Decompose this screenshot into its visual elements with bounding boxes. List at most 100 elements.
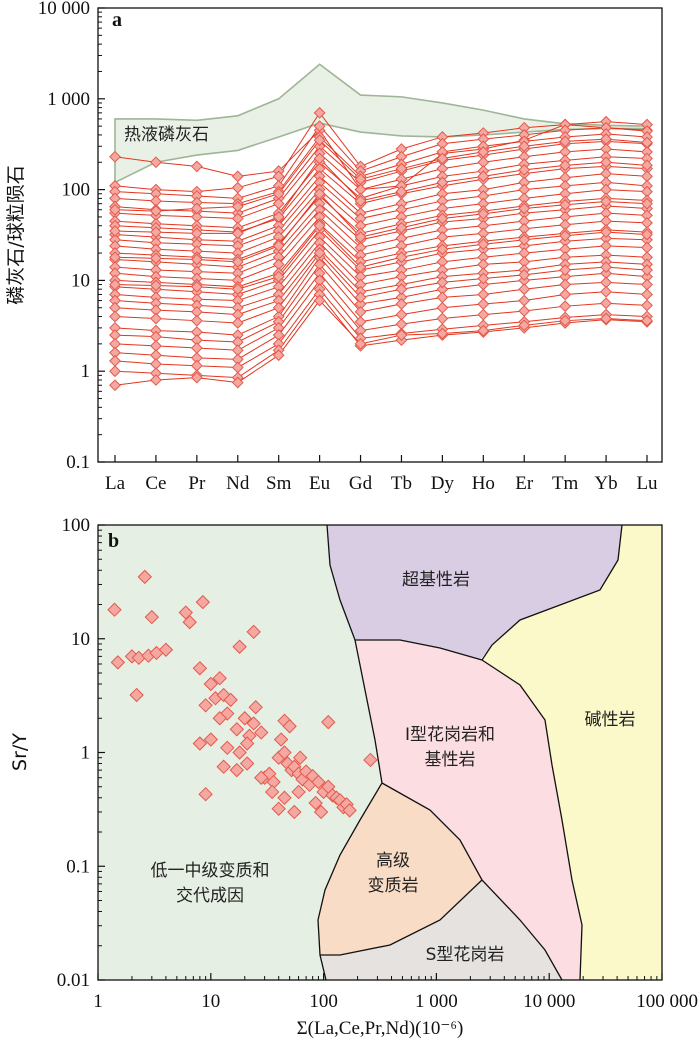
y-tick-label: 1 [81, 361, 91, 382]
series-30-point [190, 280, 203, 293]
series-30-point [395, 251, 408, 264]
x-tick-label: 10 000 [523, 991, 575, 1012]
series-line-26 [114, 299, 648, 386]
series-22-point [518, 294, 531, 307]
scatter-point [246, 624, 261, 640]
scatter-point [311, 774, 326, 790]
panel-b-y-axis-label: Sr/Y [9, 733, 31, 771]
series-line-6 [114, 156, 648, 229]
series-31-point [190, 314, 203, 327]
series-0-point [150, 156, 162, 169]
series-26-point [641, 314, 653, 327]
series-21-point [641, 278, 653, 291]
series-line-30 [114, 224, 648, 290]
region-label-s-granite: S型花岗岩 [426, 945, 505, 965]
boundary-lines [317, 525, 623, 980]
region-label-low-mid-2: 交代成因 [176, 886, 244, 906]
scatter-point [254, 770, 269, 785]
y-tick-label: 10 000 [38, 0, 90, 19]
scatter-point [158, 642, 174, 657]
series-line-7 [114, 165, 648, 233]
series-26-point [190, 371, 203, 384]
series-0-point [109, 150, 121, 163]
series-line-21 [114, 263, 648, 343]
series-31-point [600, 261, 612, 274]
series-31-point [641, 264, 653, 276]
series-22-point [436, 301, 449, 314]
series-line-1 [114, 111, 648, 193]
series-26-point [354, 337, 367, 350]
series-30-point [272, 270, 285, 283]
x-tick-label-Tb: Tb [391, 473, 412, 494]
series-29-point [395, 221, 408, 234]
x-tick-label-Yb: Yb [594, 473, 617, 494]
series-28-point [231, 227, 244, 240]
series-29-point [231, 255, 244, 268]
series-line-11 [114, 195, 648, 260]
series-27-point [231, 200, 244, 213]
series-23-point [477, 308, 490, 321]
series-22-point [600, 285, 612, 298]
series-23-point [436, 312, 449, 325]
series-line-17 [114, 236, 648, 302]
x-tick-label: 100 [309, 991, 338, 1012]
y-tick-label: 10 [71, 270, 90, 291]
series-29-point [477, 207, 490, 220]
series-24-point [109, 354, 121, 367]
series-line-4 [114, 140, 648, 214]
region-label-i-granite-1: I型花岗岩和 [405, 725, 495, 745]
scatter-point [198, 698, 213, 713]
scatter-point [223, 692, 238, 708]
series-31-point [313, 247, 326, 259]
x-tick-label: 1 [93, 991, 103, 1012]
x-tick-label-Dy: Dy [431, 473, 455, 494]
series-line-31 [114, 252, 648, 324]
series-28-point [272, 211, 285, 223]
scatter-point [203, 732, 219, 747]
x-tick-label-Er: Er [515, 473, 534, 494]
series-24-point [190, 359, 203, 372]
series-line-12 [114, 202, 648, 268]
series-line-15 [114, 223, 648, 288]
series-27-point [313, 134, 326, 147]
y-tick-label: 1 000 [47, 89, 90, 110]
series-31-point [477, 272, 490, 285]
scatter-point [192, 736, 208, 751]
scatter-point [198, 786, 213, 802]
series-30-point [518, 233, 531, 246]
x-tick-label-Gd: Gd [349, 473, 373, 494]
series-27-point [150, 205, 162, 217]
region-i-granite-basic [355, 640, 582, 980]
series-26-point [600, 312, 612, 325]
scatter-point [277, 790, 292, 805]
scatter-point [308, 795, 323, 811]
series-28-point [641, 159, 653, 172]
x-tick-label: 1 000 [415, 991, 458, 1012]
series-17-point [641, 241, 653, 254]
series-0-point [190, 160, 203, 173]
series-27-point [477, 146, 490, 158]
scatter-point [237, 711, 252, 726]
series-31-point [231, 317, 244, 329]
region-alkaline [482, 525, 662, 980]
y-tick-label: 0.1 [66, 452, 90, 473]
scatter-point [212, 711, 227, 726]
series-21-point [395, 298, 408, 310]
y-tick-label: 100 [62, 515, 91, 536]
y-tick-label: 0.1 [66, 856, 90, 877]
series-27-point [272, 187, 285, 200]
series-0-point [231, 170, 244, 183]
series-23-point [518, 305, 531, 317]
scatter-point [232, 745, 247, 760]
series-23-point [600, 297, 612, 310]
x-tick-label-Ce: Ce [145, 473, 166, 494]
y-tick-label: 10 [71, 629, 90, 650]
series-28-point [518, 163, 531, 176]
series-line-2 [114, 125, 648, 199]
scatter-point [129, 687, 144, 703]
scatter-point [182, 614, 197, 630]
series-29-point [518, 202, 531, 215]
scatter-point [107, 602, 122, 617]
panel-b-letter: b [108, 530, 119, 552]
x-tick-label-Sm: Sm [266, 473, 292, 494]
